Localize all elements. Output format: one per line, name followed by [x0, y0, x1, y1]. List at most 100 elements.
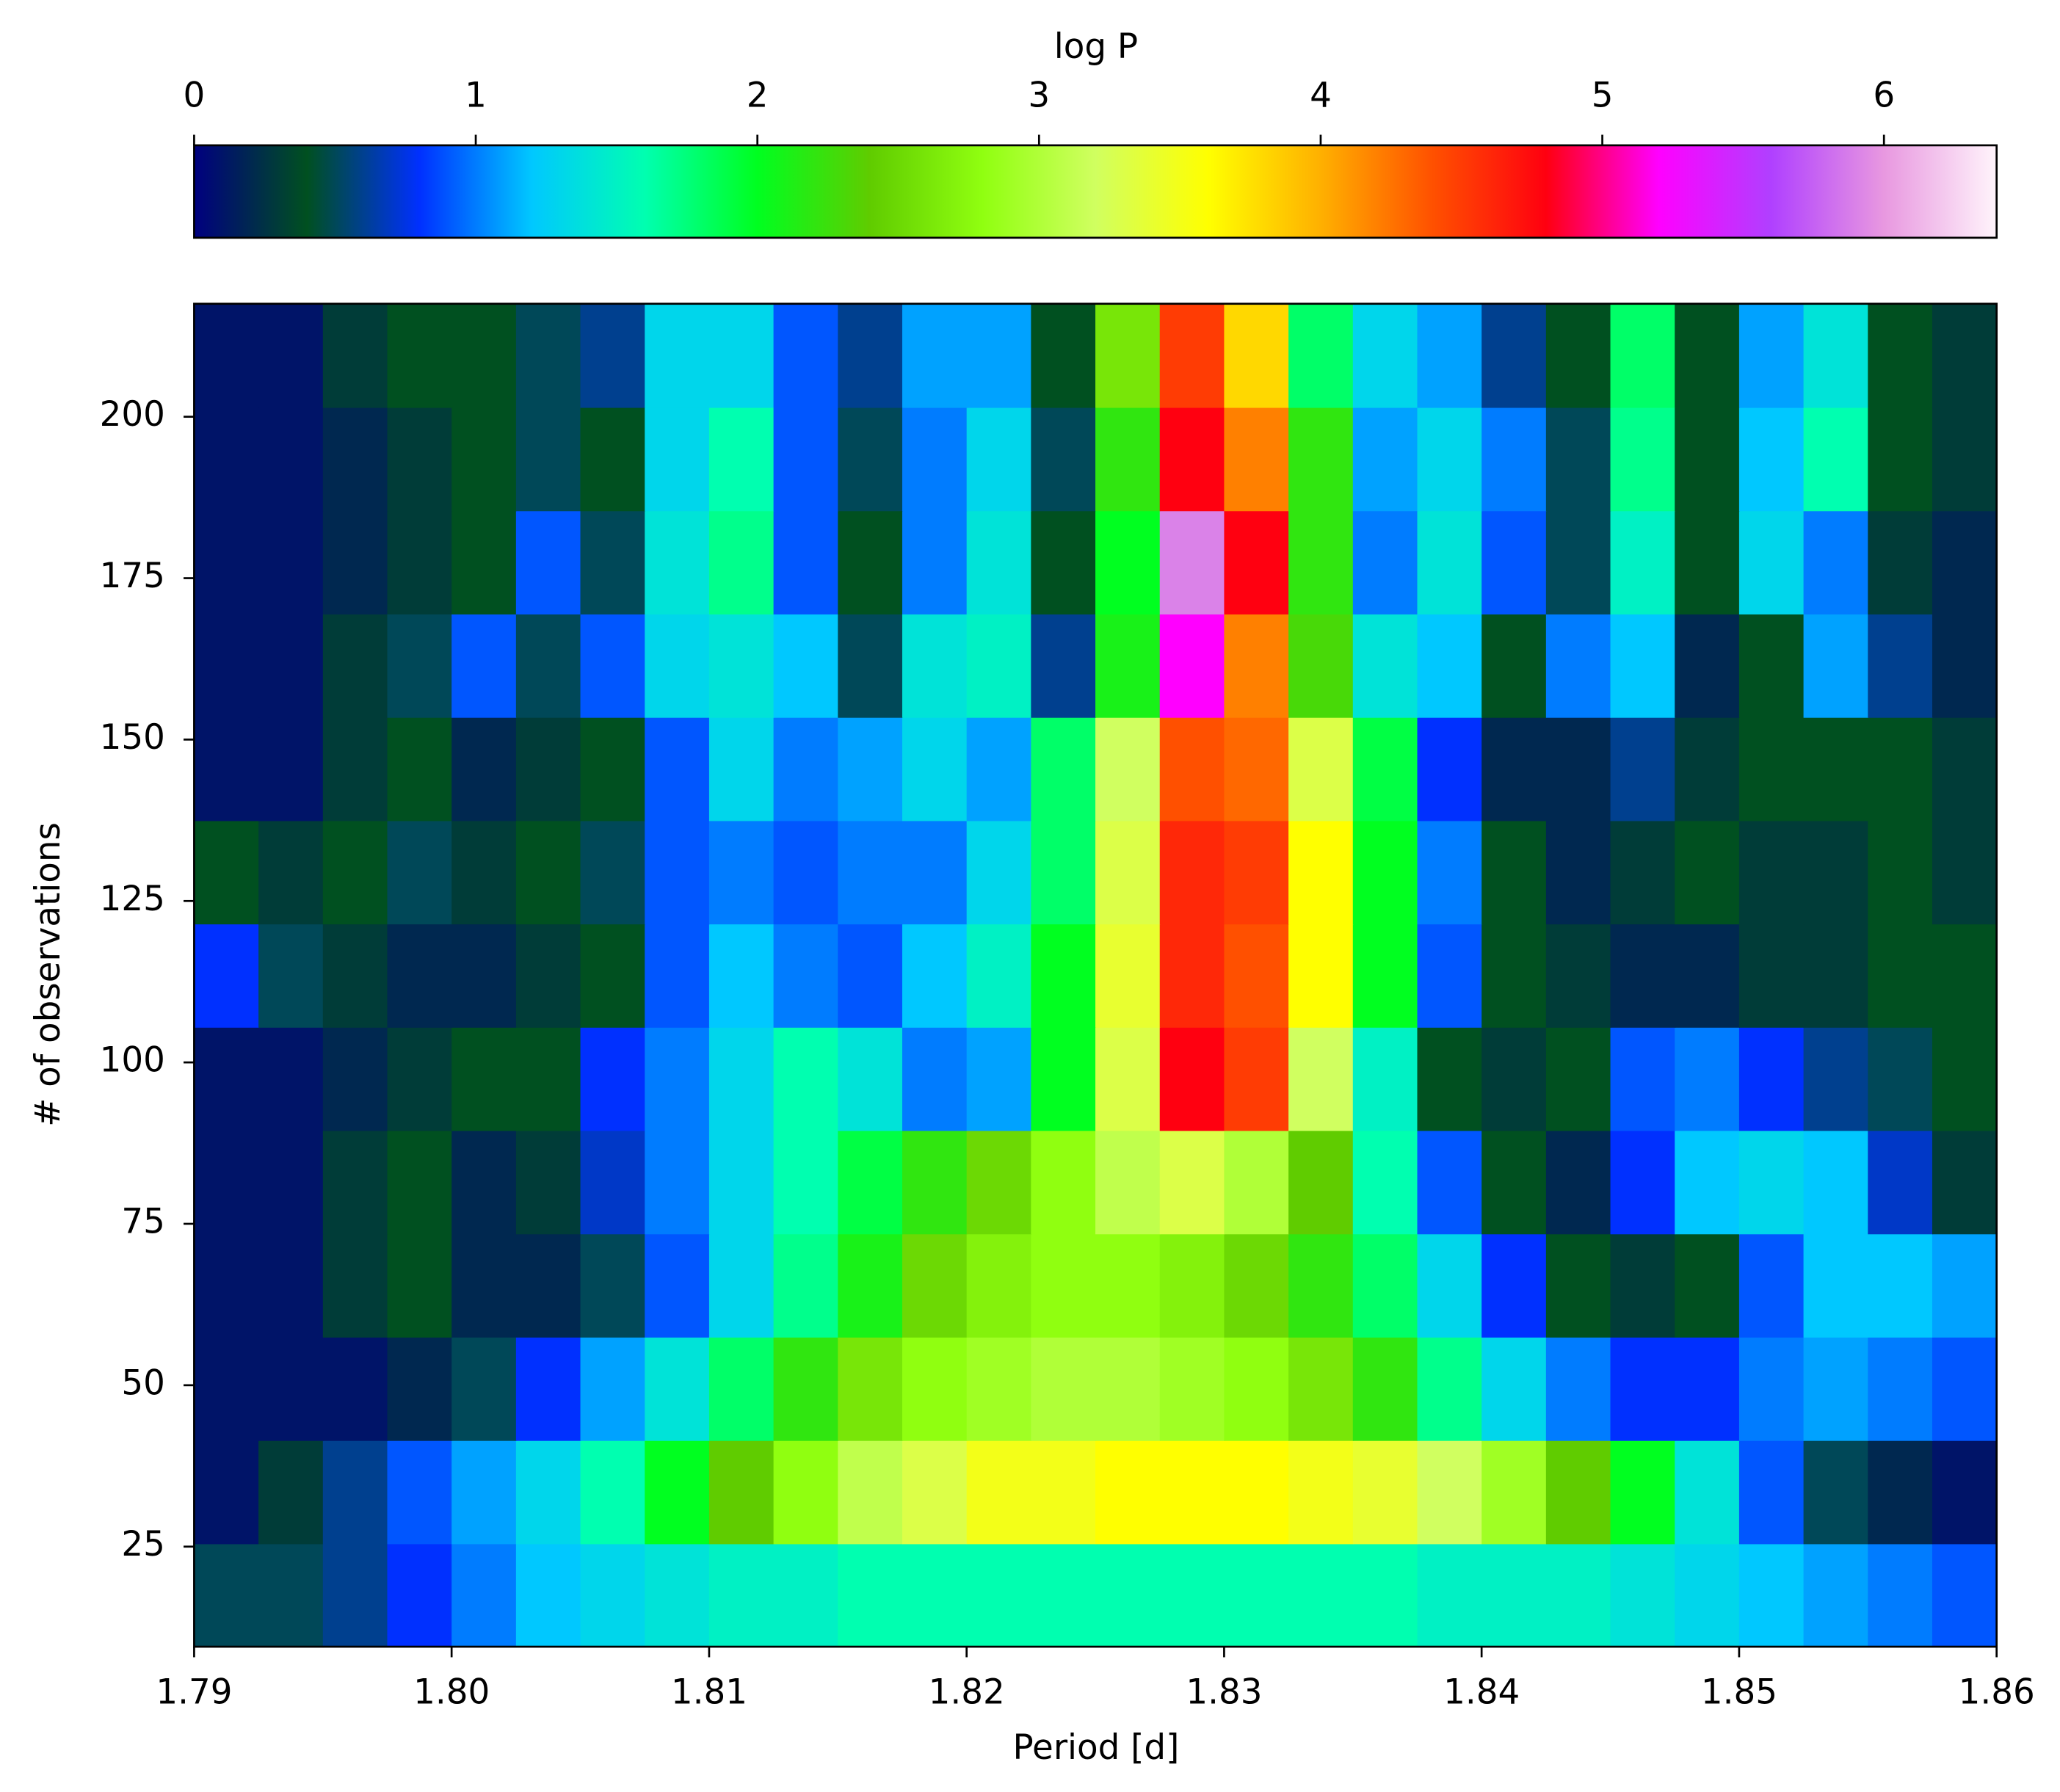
heatmap-cell	[387, 613, 453, 718]
heatmap-cell	[451, 1543, 517, 1648]
heatmap-cell	[1932, 1336, 1998, 1441]
heatmap-cell	[258, 924, 324, 1028]
heatmap-cell	[1610, 717, 1676, 821]
heatmap-cell	[194, 924, 260, 1028]
heatmap-cell	[1095, 510, 1161, 614]
heatmap-cell	[838, 1336, 904, 1441]
heatmap-cell	[773, 1336, 839, 1441]
heatmap-cell	[451, 820, 517, 925]
heatmap-cell	[1095, 717, 1161, 821]
heatmap-cell	[1352, 820, 1418, 925]
heatmap-cell	[387, 1233, 453, 1338]
heatmap-cell	[1159, 1130, 1225, 1235]
heatmap-cell	[1159, 1336, 1225, 1441]
heatmap-cell	[902, 1026, 968, 1131]
colorbar	[193, 144, 1998, 239]
heatmap-cell	[645, 613, 710, 718]
heatmap-cell	[515, 510, 581, 614]
heatmap-cell	[1417, 613, 1483, 718]
heatmap-cell	[966, 613, 1032, 718]
heatmap-cell	[1417, 1440, 1483, 1545]
heatmap-cell	[1932, 1130, 1998, 1235]
heatmap-cell	[966, 1543, 1032, 1648]
heatmap-cell	[451, 717, 517, 821]
heatmap-cell	[194, 510, 260, 614]
heatmap-cell	[966, 1026, 1032, 1131]
heatmap-cell	[1868, 1440, 1934, 1545]
heatmap-cell	[1352, 303, 1418, 408]
y-tick-label: 25	[121, 1525, 165, 1564]
heatmap-cell	[258, 1543, 324, 1648]
heatmap-cell	[1031, 1543, 1097, 1648]
heatmap-cell	[515, 407, 581, 512]
heatmap-cell	[1932, 1026, 1998, 1131]
heatmap-cell	[1481, 1026, 1547, 1131]
heatmap-cell	[1868, 303, 1934, 408]
heatmap-cell	[1224, 1026, 1290, 1131]
heatmap-cell	[387, 717, 453, 821]
heatmap-cell	[1545, 924, 1611, 1028]
heatmap-cell	[387, 510, 453, 614]
heatmap-cell	[645, 1026, 710, 1131]
heatmap-cell	[1095, 303, 1161, 408]
heatmap-cell	[1675, 924, 1740, 1028]
heatmap-cell	[1675, 1336, 1740, 1441]
heatmap-cell	[1481, 1336, 1547, 1441]
heatmap-cell	[838, 613, 904, 718]
heatmap-cell	[1932, 1233, 1998, 1338]
heatmap-cell	[1545, 820, 1611, 925]
heatmap-cell	[645, 1440, 710, 1545]
heatmap-cell	[451, 510, 517, 614]
heatmap-cell	[1031, 1026, 1097, 1131]
heatmap-cell	[1481, 1440, 1547, 1545]
heatmap-cell	[194, 717, 260, 821]
heatmap-cell	[1481, 613, 1547, 718]
y-tick-label: 75	[121, 1202, 165, 1242]
heatmap-cell	[1803, 407, 1869, 512]
colorbar-tick-label: 6	[1873, 76, 1895, 116]
heatmap-cell	[1545, 613, 1611, 718]
heatmap-cell	[1159, 303, 1225, 408]
heatmap-cell	[1738, 717, 1805, 821]
x-tick-label: 1.85	[1701, 1672, 1777, 1712]
heatmap-cell	[258, 1336, 324, 1441]
heatmap-cell	[1031, 1336, 1097, 1441]
heatmap-cell	[1481, 1130, 1547, 1235]
heatmap-cell	[1159, 717, 1225, 821]
heatmap-cell	[1868, 510, 1934, 614]
heatmap-cell	[1932, 924, 1998, 1028]
heatmap-cell	[838, 820, 904, 925]
heatmap-cell	[1224, 717, 1290, 821]
heatmap-cell	[1224, 1233, 1290, 1338]
heatmap-cell	[1932, 1543, 1998, 1648]
heatmap-cell	[1352, 1026, 1418, 1131]
heatmap-cell	[773, 303, 839, 408]
heatmap-cell	[708, 1440, 775, 1545]
heatmap-cell	[322, 510, 388, 614]
heatmap-cell	[1610, 1026, 1676, 1131]
heatmap-cell	[645, 717, 710, 821]
heatmap-cell	[1545, 1440, 1611, 1545]
colorbar-tick-label: 4	[1310, 76, 1332, 116]
heatmap-cell	[645, 510, 710, 614]
heatmap-cell	[1417, 1130, 1483, 1235]
heatmap-cell	[773, 1026, 839, 1131]
x-tick-label: 1.79	[156, 1672, 232, 1712]
heatmap-cell	[1932, 820, 1998, 925]
heatmap-cell	[1610, 820, 1676, 925]
heatmap-cell	[1352, 613, 1418, 718]
heatmap-cell	[1159, 1026, 1225, 1131]
heatmap-cell	[451, 1233, 517, 1338]
heatmap-cell	[1803, 924, 1869, 1028]
heatmap-cell	[1803, 1336, 1869, 1441]
heatmap-cell	[451, 407, 517, 512]
heatmap-cell	[1031, 510, 1097, 614]
heatmap-cell	[515, 303, 581, 408]
heatmap-cell	[1610, 924, 1676, 1028]
heatmap-cell	[515, 1026, 581, 1131]
y-tick-label: 125	[100, 879, 165, 919]
heatmap-cell	[451, 1130, 517, 1235]
heatmap-cell	[451, 924, 517, 1028]
heatmap-cell	[1738, 407, 1805, 512]
